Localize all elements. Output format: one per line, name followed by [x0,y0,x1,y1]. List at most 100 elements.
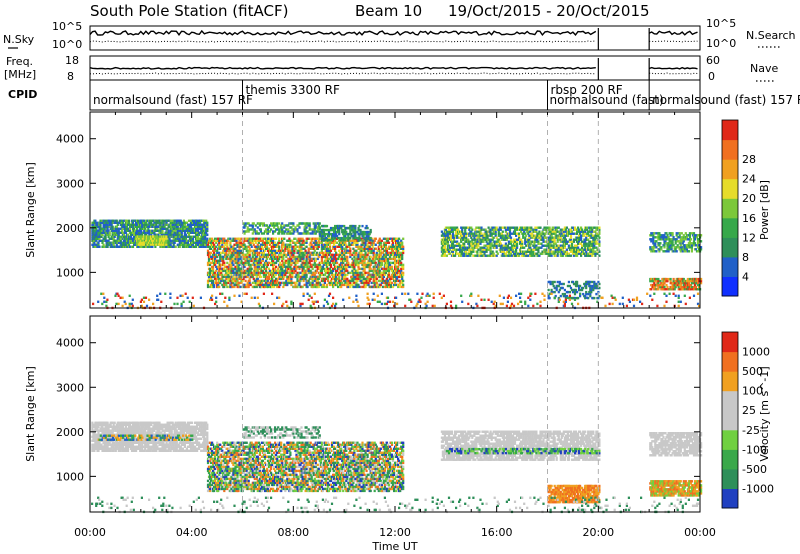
echo-cell [275,237,278,240]
echo-cell [278,285,281,289]
echo-cell [339,236,342,240]
echo-cell [284,249,287,252]
echo-cell [279,283,282,287]
echo-cell [347,239,350,242]
echo-cell [277,267,280,271]
echo-cell [212,253,215,257]
echo-cell [309,232,312,235]
echo-cell [314,259,317,263]
echo-cell [246,251,249,255]
echo-cell [291,281,294,285]
echo-cell [232,263,235,267]
echo-cell [291,239,294,242]
echo-cell [298,241,301,244]
echo-cell [287,279,290,283]
echo-cell [308,271,311,275]
echo-cell [174,237,177,240]
echo-cell [181,227,184,230]
echo-cell [191,231,195,234]
echo-cell [152,243,155,246]
echo-cell [219,247,222,250]
echo-cell [212,241,215,244]
echo-cell [142,241,146,244]
echo-cell [318,230,321,234]
echo-cell [328,261,332,265]
echo-cell [308,243,311,246]
echo-cell [271,245,274,248]
echo-cell [306,263,309,267]
echo-cell [306,285,309,289]
echo-cell [103,221,106,224]
echo-cell [166,223,169,226]
echo-cell [143,229,146,232]
echo-cell [312,263,315,267]
echo-cell [150,225,153,228]
echo-cell [272,249,275,252]
echo-cell [312,247,315,250]
echo-cell [184,233,187,236]
echo-cell [346,255,349,259]
echo-cell [260,237,263,240]
echo-cell [172,223,175,226]
echo-cell [180,243,183,246]
echo-cell [334,255,337,259]
echo-cell [324,261,327,265]
echo-cell [295,265,298,269]
echo-cell [312,277,315,281]
echo-cell [370,281,373,285]
echo-cell [481,254,484,257]
echo-cell [131,245,135,248]
echo-cell [215,261,218,265]
echo-cell [223,251,226,255]
echo-cell [204,233,207,236]
echo-cell [265,275,269,279]
echo-cell [128,229,132,232]
echo-cell [172,229,175,232]
echo-cell [308,261,311,265]
echo-cell [292,253,295,257]
echo-cell [254,283,257,287]
echo-cell [303,273,306,277]
echo-cell [252,222,255,225]
echo-cell [287,257,290,261]
echo-cell [308,259,311,263]
echo-cell [276,283,279,287]
echo-cell [327,257,331,261]
echo-cell [107,235,110,238]
echo-cell [272,283,275,287]
echo-cell [108,219,111,222]
echo-cell [306,281,309,285]
echo-cell [227,277,230,281]
echo-cell [281,253,284,257]
echo-cell [312,285,315,289]
echo-cell [140,241,143,244]
echo-cell [235,275,238,279]
nave-label: Nave [750,62,778,75]
echo-cell [265,257,269,261]
echo-cell [279,281,282,285]
echo-cell [222,249,225,252]
echo-cell [318,267,321,271]
echo-cell [113,235,116,238]
echo-cell [229,241,232,244]
echo-cell [121,221,124,224]
echo-cell [226,275,229,279]
echo-cell [288,261,291,265]
echo-cell [203,219,206,222]
echo-cell [127,219,131,222]
echo-cell [217,283,220,287]
echo-cell [518,232,521,235]
echo-cell [316,265,319,269]
echo-cell [378,279,381,283]
echo-cell [250,267,253,271]
echo-cell [281,267,284,271]
echo-cell [273,263,276,267]
echo-cell [265,243,269,246]
nsky-top-tick: 10^5 [52,20,82,33]
echo-cell [205,231,208,234]
echo-cell [369,236,372,240]
echo-cell [218,241,221,244]
echo-cell [309,241,312,244]
echo-cell [162,223,165,226]
echo-cell [319,283,322,287]
